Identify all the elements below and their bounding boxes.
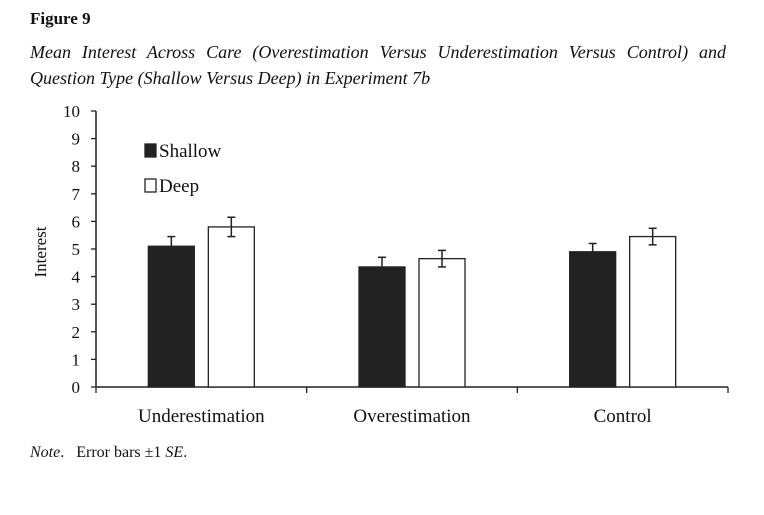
bars-group: [147, 216, 677, 388]
figure-title: Mean Interest Across Care (Overestimatio…: [30, 42, 726, 88]
y-tick-label: 5: [72, 240, 81, 259]
x-tick-label: Overestimation: [353, 406, 471, 427]
bar-shallow-underestimation: [147, 245, 195, 388]
bar-shallow-overestimation: [358, 266, 406, 388]
y-tick-label: 8: [72, 157, 81, 176]
y-tick-label: 2: [72, 323, 81, 342]
y-axis: 0 1 2 3 4 5 6 7 8 9 10 Interest: [31, 102, 97, 397]
x-tick-label: Control: [594, 406, 652, 427]
legend-label-deep: Deep: [159, 176, 199, 197]
legend-swatch-deep: [144, 178, 157, 193]
y-tick-label: 7: [72, 185, 81, 204]
x-tick-label: Underestimation: [138, 406, 265, 427]
y-tick-label: 4: [72, 268, 81, 287]
figure-label: Figure 9: [30, 9, 91, 28]
figure-note: Note. Error bars ±1 SE.: [30, 444, 187, 462]
note-separator: .: [60, 444, 77, 461]
y-tick-label: 9: [72, 130, 81, 149]
note-text-end: .: [183, 444, 188, 461]
y-tick-label: 1: [72, 350, 81, 369]
legend: Shallow Deep: [144, 141, 222, 197]
y-tick-label: 0: [72, 378, 81, 397]
y-tick-label: 3: [72, 295, 81, 314]
note-label: Note: [30, 444, 61, 461]
bar-deep-underestimation: [207, 226, 255, 388]
bar-deep-overestimation: [418, 258, 466, 388]
legend-label-shallow: Shallow: [159, 141, 222, 162]
bar-deep-control: [629, 235, 677, 388]
x-axis: Underestimation Overestimation Control: [95, 386, 729, 427]
note-se: SE: [165, 444, 184, 461]
y-tick-label: 6: [72, 212, 81, 231]
bar-shallow-control: [569, 251, 617, 388]
legend-swatch-shallow: [144, 143, 157, 158]
y-tick-label: 10: [63, 102, 80, 121]
note-text: Error bars ±1: [76, 444, 166, 461]
y-axis-label: Interest: [31, 226, 50, 277]
